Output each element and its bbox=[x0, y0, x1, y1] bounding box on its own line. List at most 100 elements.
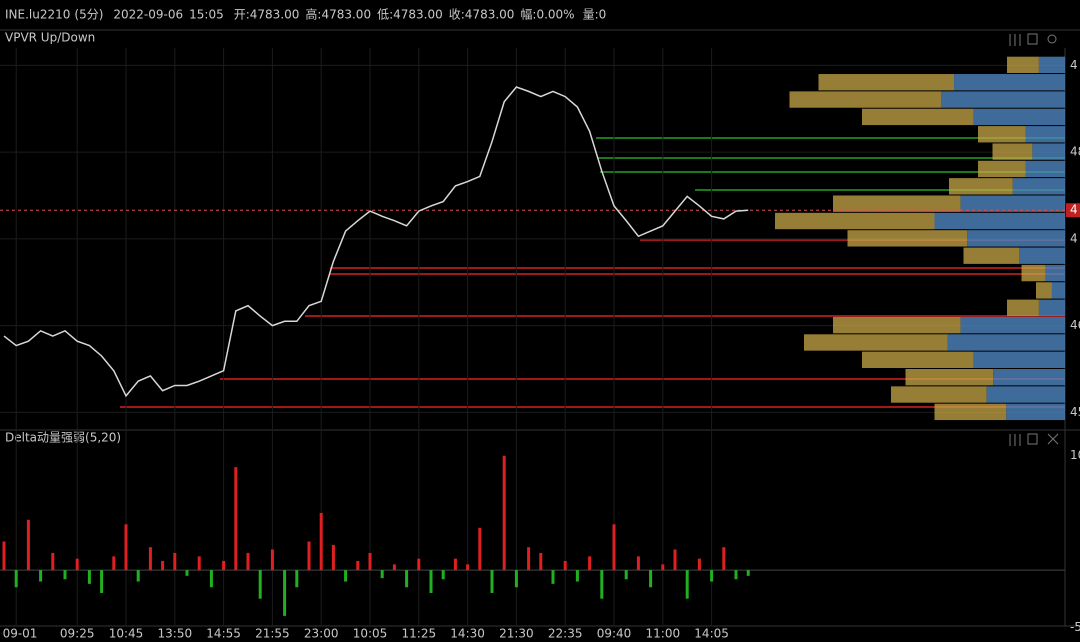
delta-bar bbox=[124, 524, 128, 571]
delta-bar bbox=[429, 570, 433, 593]
profile-up bbox=[891, 386, 987, 403]
profile-up bbox=[775, 212, 935, 230]
settings-icon[interactable] bbox=[1009, 434, 1021, 446]
delta-bar bbox=[87, 570, 91, 584]
delta-bar bbox=[26, 519, 30, 571]
delta-bar bbox=[209, 570, 213, 588]
delta-bar bbox=[453, 558, 457, 571]
profile-down bbox=[1006, 403, 1065, 421]
delta-bar bbox=[588, 556, 592, 571]
copy-icon[interactable] bbox=[1027, 433, 1038, 445]
profile-up bbox=[862, 351, 974, 369]
delta-bar bbox=[722, 547, 726, 571]
panel-title: Delta动量强弱(5,20) bbox=[5, 431, 121, 445]
copy-icon[interactable] bbox=[1027, 33, 1038, 45]
profile-down bbox=[1038, 56, 1065, 74]
delta-bar bbox=[136, 570, 140, 582]
x-tick-label: 14:55 bbox=[206, 627, 241, 641]
profile-up bbox=[833, 195, 961, 212]
delta-bar bbox=[502, 455, 506, 571]
profile-down bbox=[1025, 160, 1065, 178]
panel-title: VPVR Up/Down bbox=[5, 31, 95, 45]
profile-down bbox=[967, 230, 1065, 247]
header-item: 量:0 bbox=[583, 8, 607, 22]
profile-down bbox=[954, 74, 1065, 91]
gear-icon[interactable] bbox=[1047, 34, 1057, 44]
delta-bar bbox=[673, 549, 677, 571]
x-tick-label: 21:30 bbox=[499, 627, 534, 641]
profile-down bbox=[960, 195, 1065, 212]
profile-up bbox=[1036, 282, 1052, 299]
header-item: 15:05 bbox=[189, 8, 224, 22]
delta-bar bbox=[685, 570, 689, 599]
profile-up bbox=[833, 316, 961, 334]
profile-up bbox=[934, 403, 1007, 421]
y-tick-label: 45 bbox=[1070, 405, 1080, 419]
delta-bar bbox=[75, 558, 79, 571]
close-icon[interactable] bbox=[1047, 433, 1059, 445]
profile-down bbox=[973, 351, 1065, 369]
delta-bar bbox=[148, 547, 152, 571]
profile-down bbox=[986, 386, 1065, 403]
delta-bar bbox=[258, 570, 262, 599]
delta-bar bbox=[734, 570, 738, 580]
profile-down bbox=[1038, 299, 1065, 316]
profile-up bbox=[1021, 264, 1046, 282]
delta-bar bbox=[405, 570, 409, 588]
x-tick-label: 21:55 bbox=[255, 627, 290, 641]
header-item: INE.lu2210 bbox=[5, 8, 70, 22]
x-tick-label: 13:50 bbox=[158, 627, 193, 641]
delta-bar bbox=[624, 570, 628, 580]
profile-down bbox=[941, 91, 1065, 108]
settings-icon[interactable] bbox=[1009, 34, 1021, 46]
delta-bar bbox=[2, 541, 6, 571]
delta-bar bbox=[490, 570, 494, 593]
x-tick-label: 10:45 bbox=[109, 627, 144, 641]
profile-down bbox=[1032, 143, 1065, 160]
y-tick-label: 46 bbox=[1070, 318, 1080, 332]
profile-down bbox=[960, 316, 1065, 334]
panel-icons[interactable] bbox=[1009, 33, 1059, 446]
delta-bar bbox=[478, 527, 482, 571]
delta-bar bbox=[466, 564, 470, 571]
delta-bar bbox=[697, 558, 701, 571]
profile-down bbox=[993, 369, 1065, 386]
delta-bar bbox=[551, 570, 555, 584]
delta-bar bbox=[563, 560, 567, 571]
y-tick-label: 4 bbox=[1070, 58, 1078, 72]
delta-bar bbox=[246, 552, 250, 571]
delta-bar bbox=[600, 570, 604, 599]
profile-up bbox=[789, 91, 942, 108]
delta-bar bbox=[319, 512, 323, 571]
x-tick-label: 11:25 bbox=[402, 627, 437, 641]
delta-bar bbox=[710, 570, 714, 582]
delta-bar bbox=[197, 556, 201, 571]
delta-bar bbox=[356, 560, 360, 571]
profile-up bbox=[862, 108, 974, 126]
delta-bar bbox=[14, 570, 18, 588]
x-tick-label: 09-01 bbox=[3, 627, 38, 641]
delta-bar bbox=[234, 467, 238, 571]
delta-bar bbox=[100, 570, 104, 593]
delta-bar bbox=[514, 570, 518, 588]
delta-bar bbox=[661, 564, 665, 571]
profile-down bbox=[934, 212, 1065, 230]
delta-bar bbox=[283, 570, 287, 616]
delta-bar bbox=[51, 552, 55, 571]
delta-bar bbox=[161, 560, 165, 571]
profile-up bbox=[818, 74, 955, 91]
delta-bar bbox=[527, 547, 531, 571]
x-tick-label: 11:00 bbox=[646, 627, 681, 641]
last-price-box bbox=[1066, 203, 1080, 218]
profile-up bbox=[978, 126, 1026, 143]
last-price-label: 4 bbox=[1070, 203, 1078, 217]
delta-bar bbox=[636, 556, 640, 571]
header-item: 高:4783.00 bbox=[305, 7, 371, 22]
header-item: 幅:0.00% bbox=[520, 7, 574, 22]
delta-bar bbox=[222, 560, 226, 571]
delta-bar bbox=[295, 570, 299, 588]
profile-up bbox=[1007, 299, 1039, 316]
x-tick-label: 10:05 bbox=[353, 627, 388, 641]
profile-up bbox=[1007, 56, 1039, 74]
